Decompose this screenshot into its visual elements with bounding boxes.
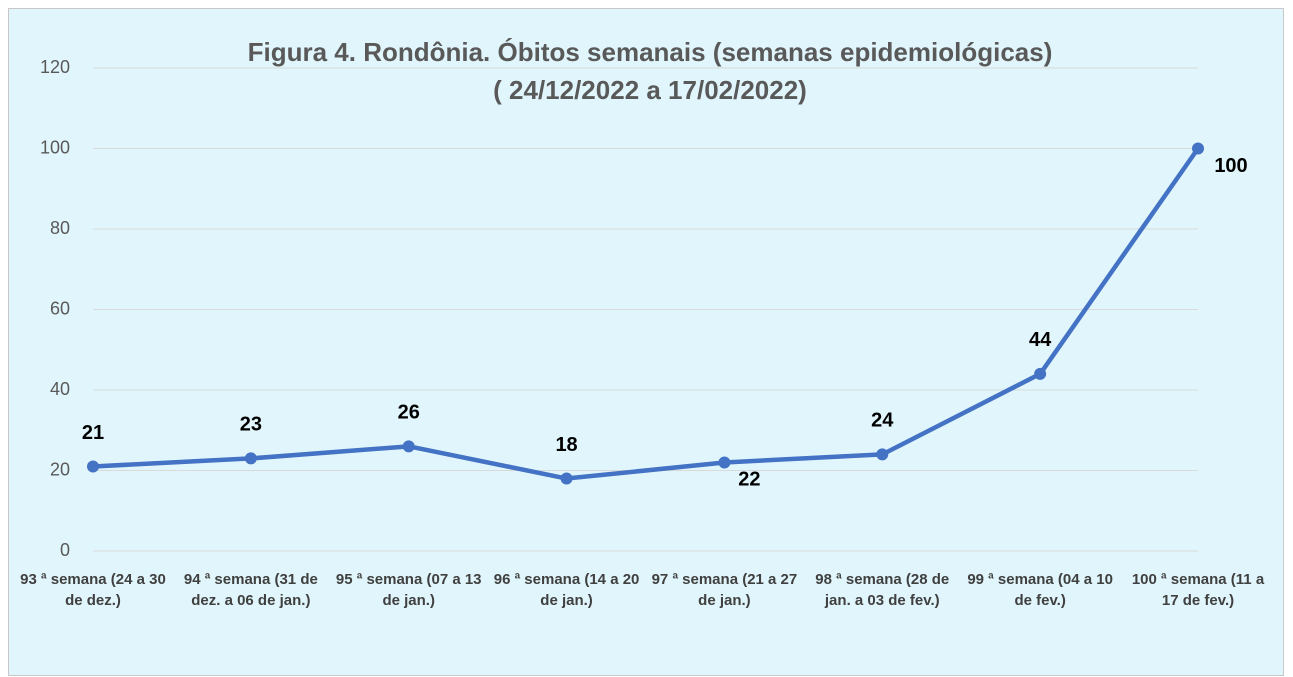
- x-tick-label: 94 ª semana (31 de dez. a 06 de jan.): [183, 571, 318, 609]
- data-label: 18: [555, 434, 577, 456]
- data-label: 21: [82, 422, 104, 444]
- chart-title: Figura 4. Rondônia. Óbitos semanais (sem…: [248, 37, 1053, 67]
- x-tick-label: 93 ª semana (24 a 30 de dez.): [20, 571, 166, 609]
- x-tick-label: 99 ª semana (04 a 10 de fev.): [967, 571, 1113, 609]
- data-label: 44: [1029, 329, 1052, 351]
- data-label: 26: [398, 402, 420, 424]
- data-label: 23: [240, 414, 262, 436]
- chart-frame: [8, 8, 1284, 676]
- data-label: 24: [871, 410, 894, 432]
- point: [402, 440, 415, 453]
- point: [1034, 367, 1047, 380]
- y-tick-label: 20: [50, 459, 70, 479]
- line: [92, 147, 1200, 481]
- x-tick-label: 97 ª semana (21 a 27 de jan.): [651, 571, 798, 609]
- point: [244, 452, 257, 465]
- point: [87, 460, 99, 473]
- y-tick-label: 0: [60, 540, 70, 560]
- point: [1192, 142, 1204, 155]
- x-tick-label: 95 ª semana (07 a 13 de jan.): [335, 571, 482, 609]
- chart-title: ( 24/12/2022 a 17/02/2022): [493, 75, 807, 105]
- y-tick-label: 100: [40, 137, 70, 157]
- x-tick-label: 98 ª semana (28 de jan. a 03 de fev.): [815, 571, 950, 609]
- y-tick-label: 120: [40, 57, 70, 77]
- y-tick-label: 40: [50, 379, 70, 399]
- y-tick-label: 80: [50, 218, 70, 238]
- point: [876, 448, 889, 461]
- point: [560, 472, 573, 485]
- x-tick-label: 100 ª semana (11 a 17 de fev.): [1131, 571, 1265, 609]
- x-tick-label: 96 ª semana (14 a 20 de jan.): [493, 571, 640, 609]
- y-tick-label: 60: [50, 298, 70, 318]
- data-label: 100: [1214, 155, 1247, 177]
- data-label: 22: [738, 469, 760, 491]
- point: [718, 456, 731, 469]
